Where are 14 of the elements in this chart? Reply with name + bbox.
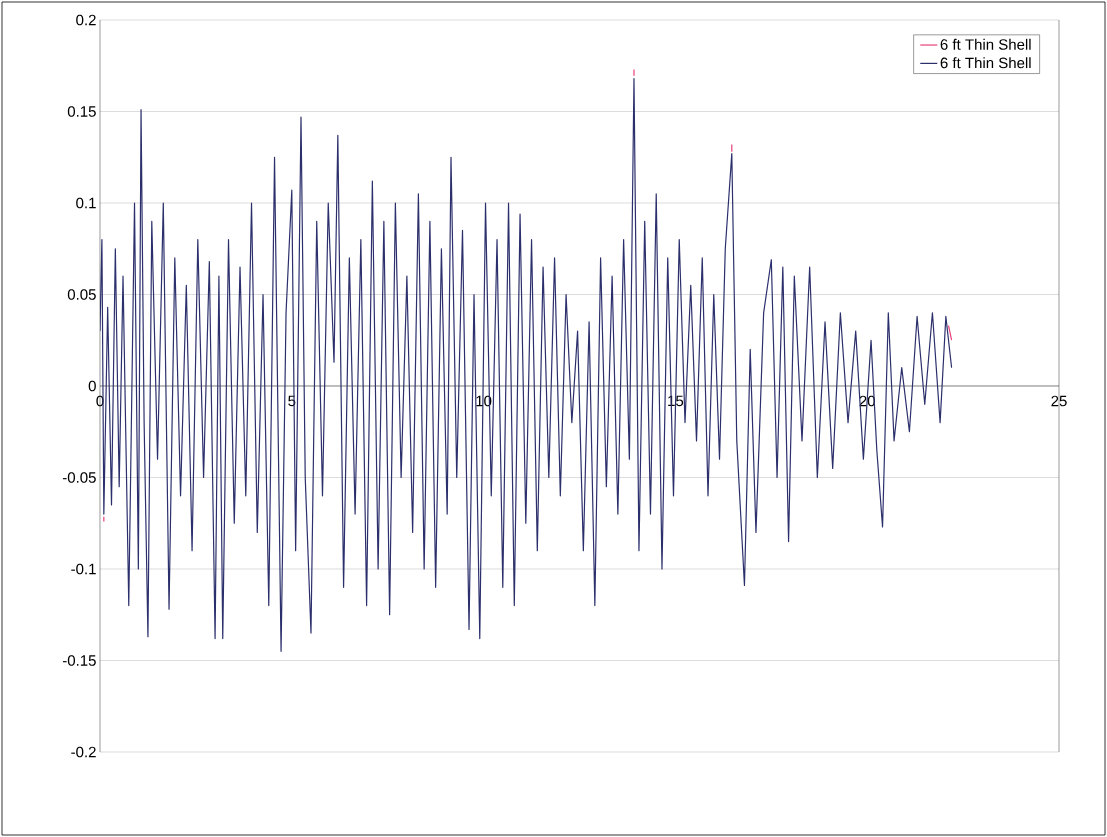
- y-tick-label: -0.15: [62, 655, 96, 666]
- y-tick-label: 0: [88, 380, 96, 392]
- y-tick-label: 0.1: [76, 197, 96, 209]
- y-tick-label: 0.05: [67, 289, 96, 300]
- x-tick-label: 0: [96, 395, 104, 407]
- x-tick-label: 25: [1051, 395, 1067, 407]
- y-tick-label: -0.1: [71, 563, 96, 575]
- y-tick-label: -0.05: [62, 472, 96, 483]
- legend-label: 6 ft Thin Shell: [940, 57, 1031, 69]
- legend-label: 6 ft Thin Shell: [940, 38, 1031, 50]
- y-tick-label: -0.2: [71, 746, 96, 758]
- y-tick-label: 0.15: [67, 106, 96, 117]
- x-tick-label: 5: [288, 395, 296, 407]
- y-tick-label: 0.2: [76, 14, 96, 26]
